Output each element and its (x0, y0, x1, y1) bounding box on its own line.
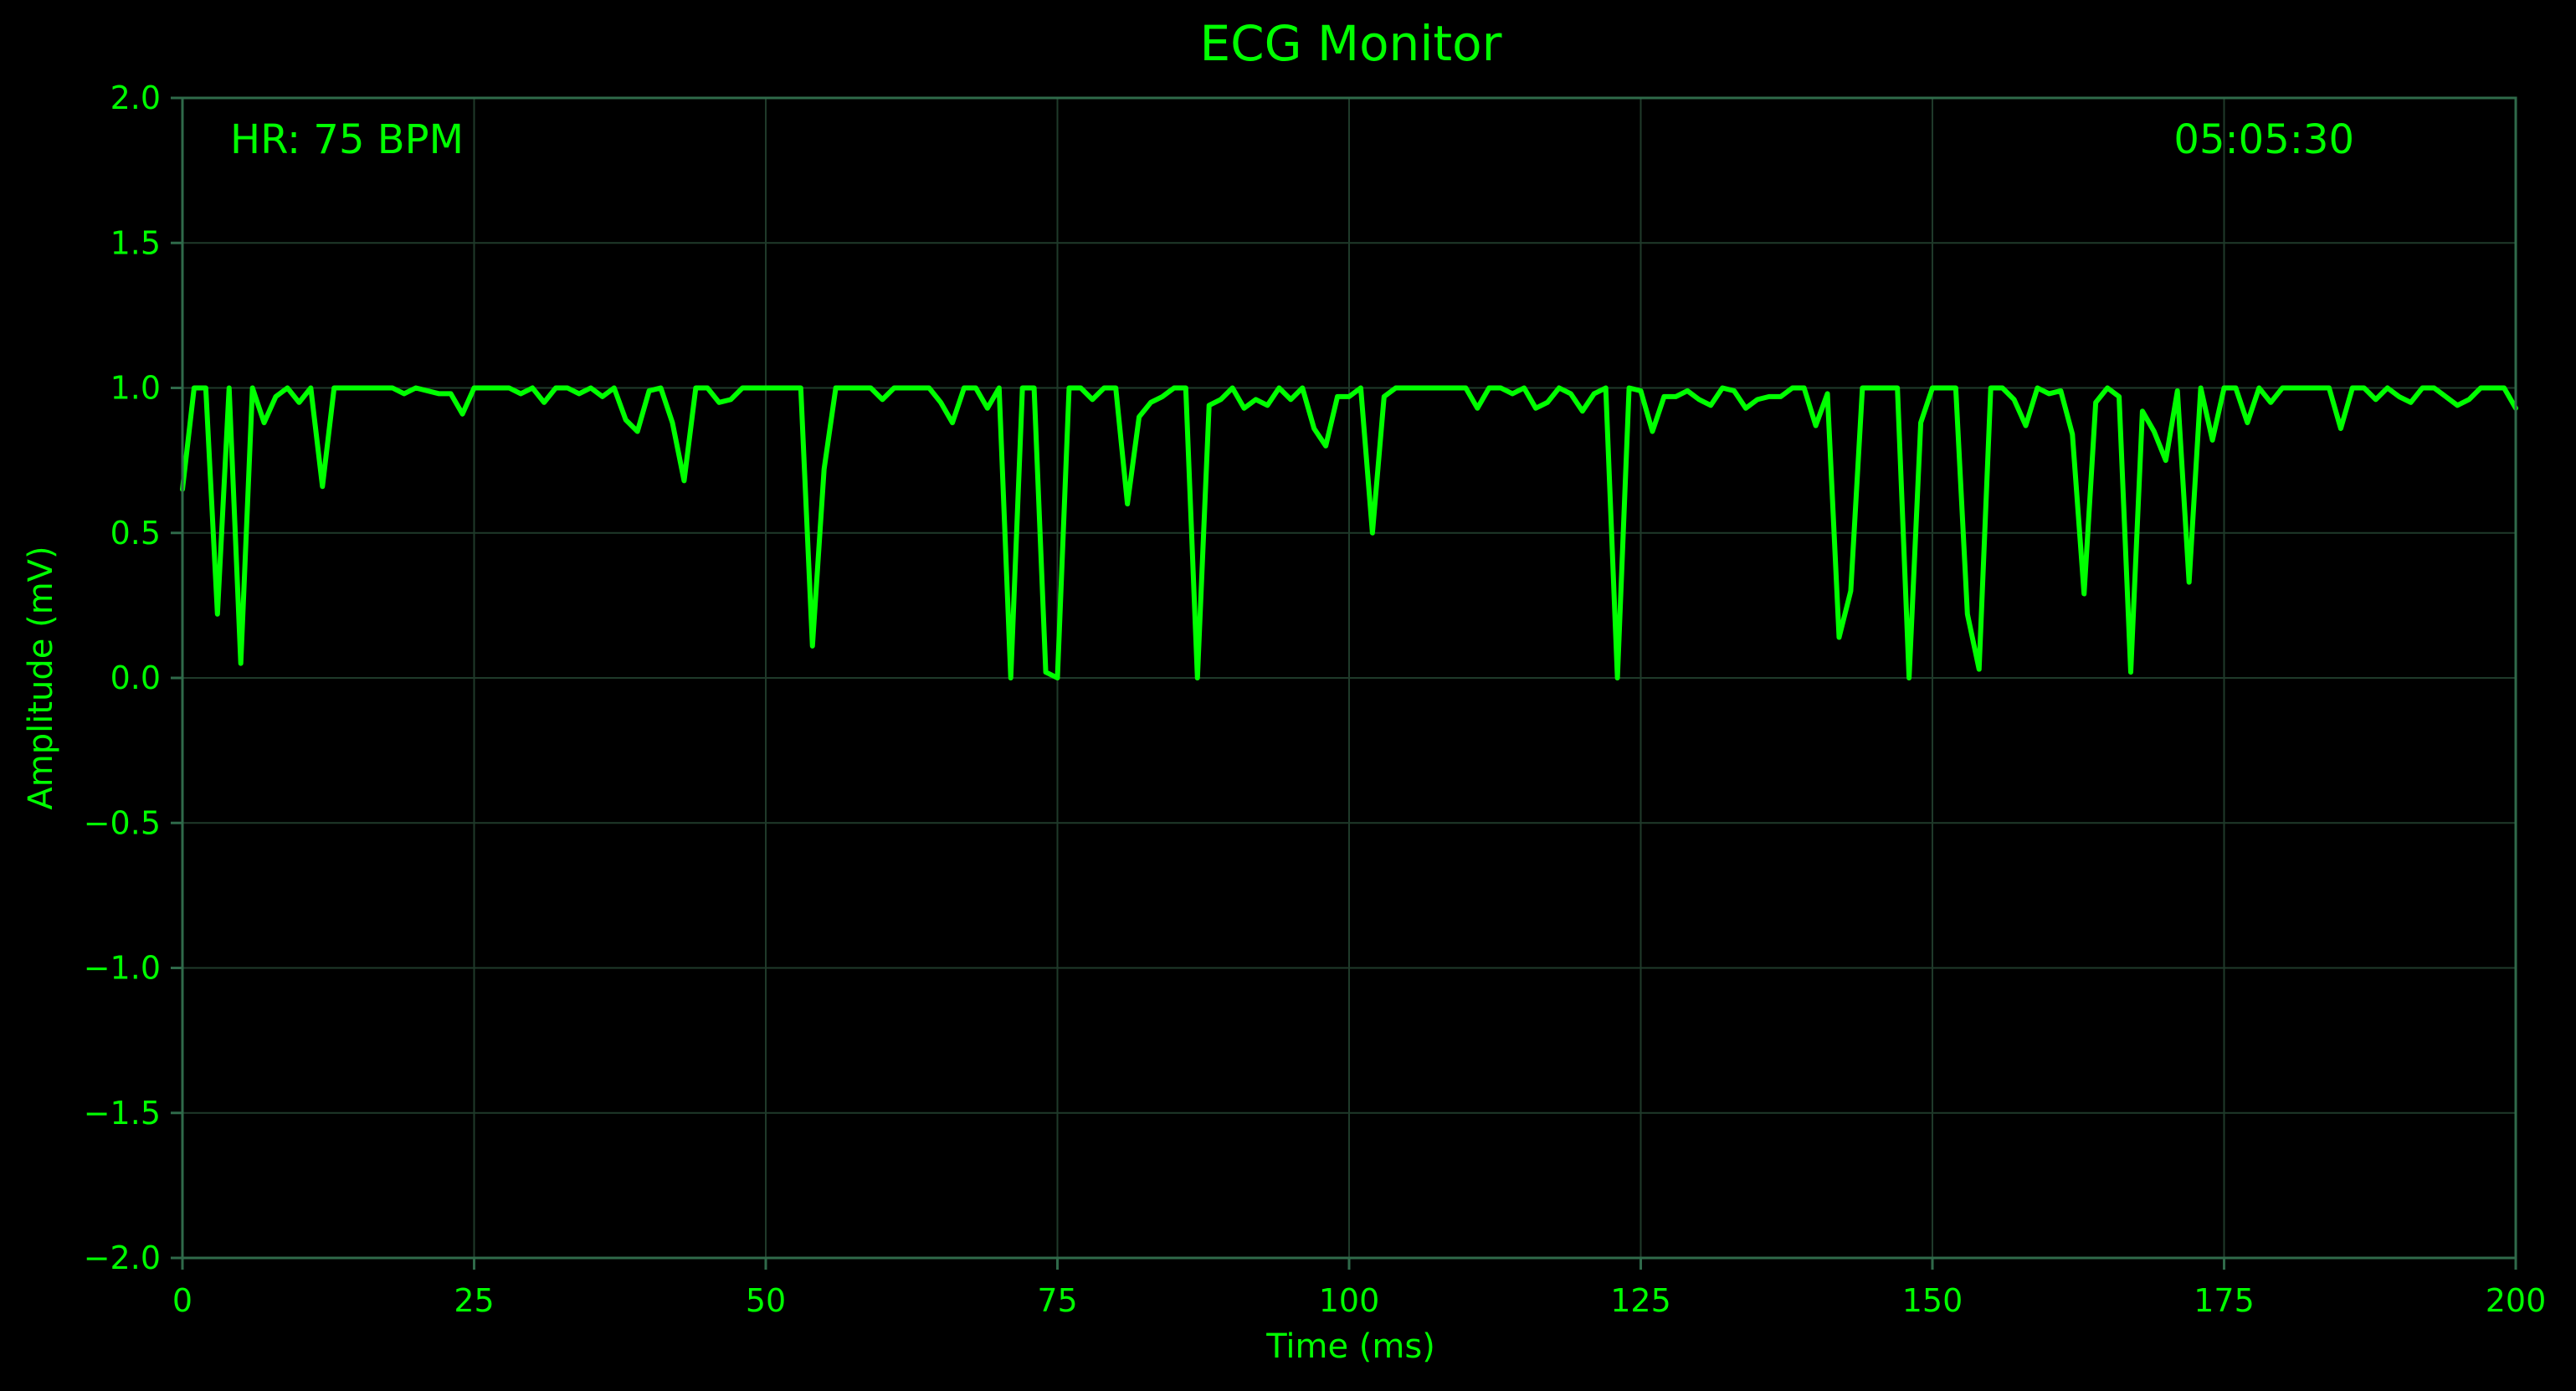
y-tick-label: 1.0 (110, 370, 161, 407)
x-tick-label: 100 (1319, 1282, 1380, 1319)
y-axis-ticks: 2.0 1.5 1.0 0.5 0.0 −0.5 −1.0 −1.5 −2.0 (84, 80, 182, 1276)
y-tick-label: 2.0 (110, 80, 161, 116)
x-tick-label: 150 (1902, 1282, 1963, 1319)
x-tick-label: 125 (1610, 1282, 1671, 1319)
y-tick-label: −1.0 (84, 950, 161, 987)
plot-series (180, 385, 2518, 680)
x-tick-label: 175 (2194, 1282, 2255, 1319)
x-axis-ticks: 0 25 50 75 100 125 150 175 200 (172, 1258, 2546, 1319)
x-tick-label: 50 (746, 1282, 786, 1319)
y-axis-label: Amplitude (mV) (22, 546, 60, 809)
ecg-trace-line (180, 385, 2518, 680)
x-axis-label: Time (ms) (1265, 1327, 1435, 1366)
y-tick-label: −2.0 (84, 1240, 161, 1276)
y-tick-label: 0.5 (110, 515, 161, 552)
heart-rate-readout: HR: 75 BPM (230, 116, 464, 163)
x-tick-label: 200 (2486, 1282, 2547, 1319)
y-tick-label: 0.0 (110, 660, 161, 696)
x-tick-label: 25 (454, 1282, 494, 1319)
y-tick-label: −0.5 (84, 804, 161, 841)
chart-title: ECG Monitor (1200, 15, 1502, 72)
y-tick-label: −1.5 (84, 1095, 161, 1132)
x-tick-label: 75 (1037, 1282, 1077, 1319)
y-tick-label: 1.5 (110, 224, 161, 261)
x-tick-label: 0 (172, 1282, 192, 1319)
clock-readout: 05:05:30 (2173, 116, 2354, 163)
